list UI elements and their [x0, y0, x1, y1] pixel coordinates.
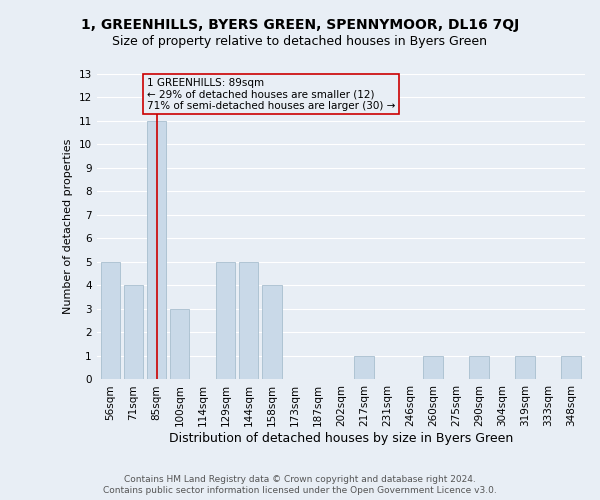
Text: 1 GREENHILLS: 89sqm
← 29% of detached houses are smaller (12)
71% of semi-detach: 1 GREENHILLS: 89sqm ← 29% of detached ho… — [147, 78, 395, 110]
Bar — [354, 356, 374, 380]
Bar — [101, 262, 120, 380]
Bar — [262, 286, 281, 380]
X-axis label: Distribution of detached houses by size in Byers Green: Distribution of detached houses by size … — [169, 432, 513, 445]
Text: Contains public sector information licensed under the Open Government Licence v3: Contains public sector information licen… — [103, 486, 497, 495]
Bar — [515, 356, 535, 380]
Text: Contains HM Land Registry data © Crown copyright and database right 2024.: Contains HM Land Registry data © Crown c… — [124, 475, 476, 484]
Bar — [170, 309, 190, 380]
Text: 1, GREENHILLS, BYERS GREEN, SPENNYMOOR, DL16 7QJ: 1, GREENHILLS, BYERS GREEN, SPENNYMOOR, … — [81, 18, 519, 32]
Text: Size of property relative to detached houses in Byers Green: Size of property relative to detached ho… — [113, 35, 487, 48]
Bar — [147, 121, 166, 380]
Bar — [469, 356, 489, 380]
Bar — [216, 262, 235, 380]
Bar — [124, 286, 143, 380]
Y-axis label: Number of detached properties: Number of detached properties — [63, 139, 73, 314]
Bar — [562, 356, 581, 380]
Bar — [423, 356, 443, 380]
Bar — [239, 262, 259, 380]
